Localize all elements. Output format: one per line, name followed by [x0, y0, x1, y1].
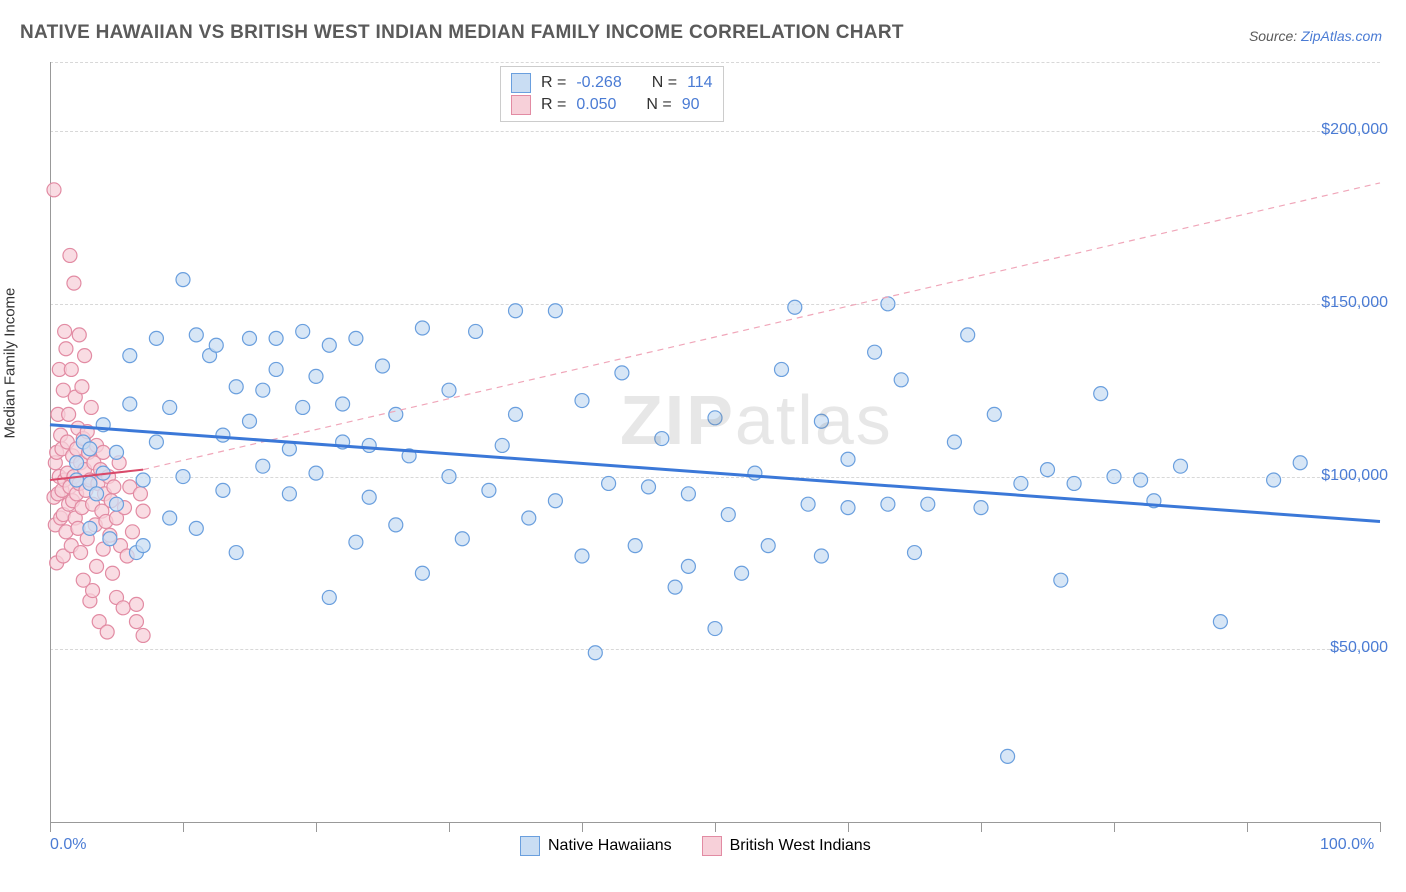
chart-title: NATIVE HAWAIIAN VS BRITISH WEST INDIAN M…: [20, 22, 904, 44]
legend-item-a: Native Hawaiians: [520, 836, 672, 856]
x-tick-label: 100.0%: [1320, 836, 1374, 854]
chart-container: NATIVE HAWAIIAN VS BRITISH WEST INDIAN M…: [0, 0, 1406, 892]
swatch-series-b: [511, 95, 531, 115]
legend-item-b: British West Indians: [702, 836, 871, 856]
chart-svg: [50, 62, 1380, 822]
stats-row-a: R = -0.268 N = 114: [511, 73, 713, 93]
x-tick-label: 0.0%: [50, 836, 86, 854]
bottom-legend: Native Hawaiians British West Indians: [520, 836, 871, 856]
source-value[interactable]: ZipAtlas.com: [1301, 28, 1382, 44]
stats-N-value-a: 114: [687, 74, 713, 92]
legend-label-a: Native Hawaiians: [548, 837, 672, 855]
y-axis-label: Median Family Income: [2, 288, 19, 439]
stats-R-value-b: 0.050: [576, 96, 616, 114]
stats-legend-box: R = -0.268 N = 114 R = 0.050 N = 90: [500, 66, 724, 122]
chart-source: Source: ZipAtlas.com: [1249, 28, 1382, 44]
swatch-series-a: [511, 73, 531, 93]
swatch-series-b-icon: [702, 836, 722, 856]
stats-R-value-a: -0.268: [576, 74, 621, 92]
legend-label-b: British West Indians: [730, 837, 871, 855]
stats-R-label: R =: [541, 96, 566, 114]
stats-N-value-b: 90: [682, 96, 700, 114]
source-label: Source:: [1249, 28, 1297, 44]
stats-row-b: R = 0.050 N = 90: [511, 95, 713, 115]
swatch-series-a-icon: [520, 836, 540, 856]
stats-N-label: N =: [652, 74, 677, 92]
stats-N-label: N =: [646, 96, 671, 114]
stats-R-label: R =: [541, 74, 566, 92]
